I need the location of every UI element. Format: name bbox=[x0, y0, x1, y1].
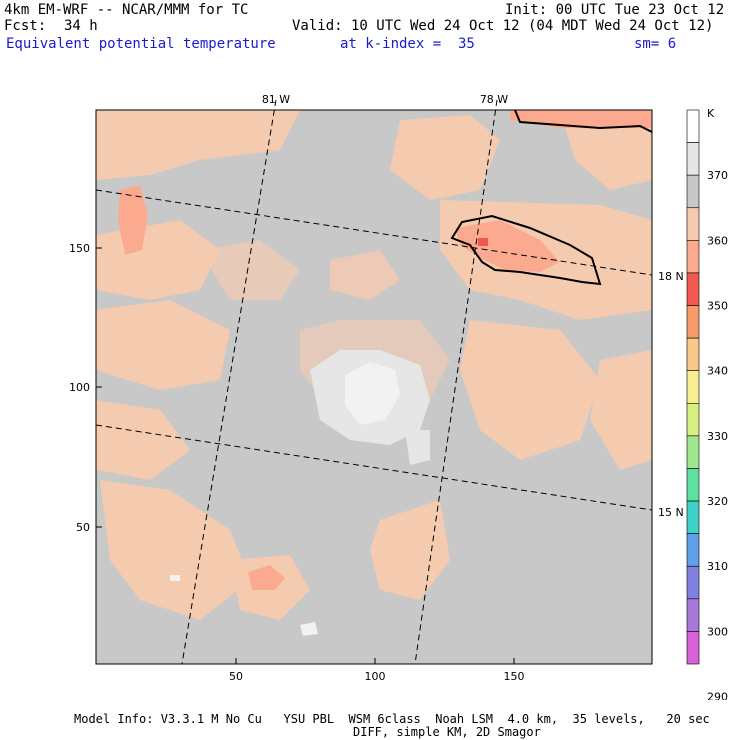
y-tick-label: 100 bbox=[69, 381, 90, 394]
forecast-label: Fcst: bbox=[4, 18, 47, 34]
colorbar-swatch bbox=[686, 402, 700, 437]
valid-time: Valid: 10 UTC Wed 24 Oct 12 (04 MDT Wed … bbox=[292, 18, 714, 34]
colorbar-label: 360 bbox=[707, 234, 728, 247]
colorbar-label: 320 bbox=[707, 495, 728, 508]
colorbar-label: 300 bbox=[707, 625, 728, 638]
contour-loop-east bbox=[450, 214, 602, 286]
meridian-81w bbox=[181, 99, 277, 665]
colorbar-swatch bbox=[686, 565, 700, 600]
theta-e-map: 50 100 150 150 100 50 81 W 78 W 18 N 15 … bbox=[69, 93, 728, 700]
colorbar-swatch bbox=[686, 533, 700, 567]
contour-field bbox=[96, 110, 652, 664]
colorbar-label: 290 bbox=[707, 691, 728, 700]
x-tick-label: 50 bbox=[229, 670, 243, 683]
model-title: 4km EM-WRF -- NCAR/MMM for TC bbox=[4, 2, 249, 18]
longitude-label: 78 W bbox=[480, 93, 508, 106]
contour-loop-north bbox=[514, 109, 653, 133]
colorbar-swatch bbox=[686, 370, 700, 404]
colorbar-swatch bbox=[686, 468, 700, 502]
colorbar-swatch bbox=[686, 500, 700, 534]
colorbar-label: 340 bbox=[707, 365, 728, 378]
y-tick-label: 150 bbox=[69, 242, 90, 255]
graticule bbox=[95, 99, 653, 665]
contour-lines bbox=[450, 109, 653, 286]
colorbar-swatch bbox=[686, 142, 700, 176]
field-name: Equivalent potential temperature bbox=[6, 36, 276, 52]
diffusion-info: DIFF, simple KM, 2D Smagor bbox=[353, 725, 541, 739]
colorbar-swatch bbox=[686, 435, 700, 469]
x-tick-label: 100 bbox=[365, 670, 386, 683]
level-info: at k-index = 35 bbox=[340, 36, 475, 52]
colorbar-label: 370 bbox=[707, 169, 728, 182]
axis-ticks bbox=[96, 247, 515, 664]
init-time: Init: 00 UTC Tue 23 Oct 12 bbox=[505, 2, 725, 18]
y-tick-label: 50 bbox=[76, 521, 90, 534]
colorbar-swatch bbox=[686, 598, 700, 632]
colorbar-label: 310 bbox=[707, 560, 728, 573]
colorbar: 370360350340330320310300290280 bbox=[686, 109, 728, 700]
colorbar-swatch bbox=[686, 305, 700, 339]
colorbar-swatch bbox=[686, 174, 700, 209]
longitude-label: 81 W bbox=[262, 93, 290, 106]
parallel-18n bbox=[95, 189, 653, 276]
colorbar-swatch bbox=[686, 109, 700, 143]
smoothing-info: sm= 6 bbox=[634, 36, 677, 52]
colorbar-swatch bbox=[686, 207, 700, 241]
x-tick-label: 150 bbox=[504, 670, 525, 683]
meridian-78w bbox=[414, 99, 498, 665]
latitude-label: 18 N bbox=[658, 270, 684, 283]
latitude-label: 15 N bbox=[658, 506, 684, 519]
colorbar-swatch bbox=[686, 240, 700, 274]
colorbar-swatch bbox=[686, 631, 700, 665]
colorbar-swatch bbox=[686, 272, 700, 306]
colorbar-swatch bbox=[686, 337, 700, 372]
parallel-15n bbox=[95, 424, 653, 511]
colorbar-unit: K bbox=[707, 107, 715, 120]
colorbar-label: 350 bbox=[707, 300, 728, 313]
colorbar-label: 330 bbox=[707, 430, 728, 443]
model-info: Model Info: V3.3.1 M No Cu YSU PBL WSM 6… bbox=[74, 712, 710, 726]
forecast-hour: 34 h bbox=[64, 18, 98, 34]
